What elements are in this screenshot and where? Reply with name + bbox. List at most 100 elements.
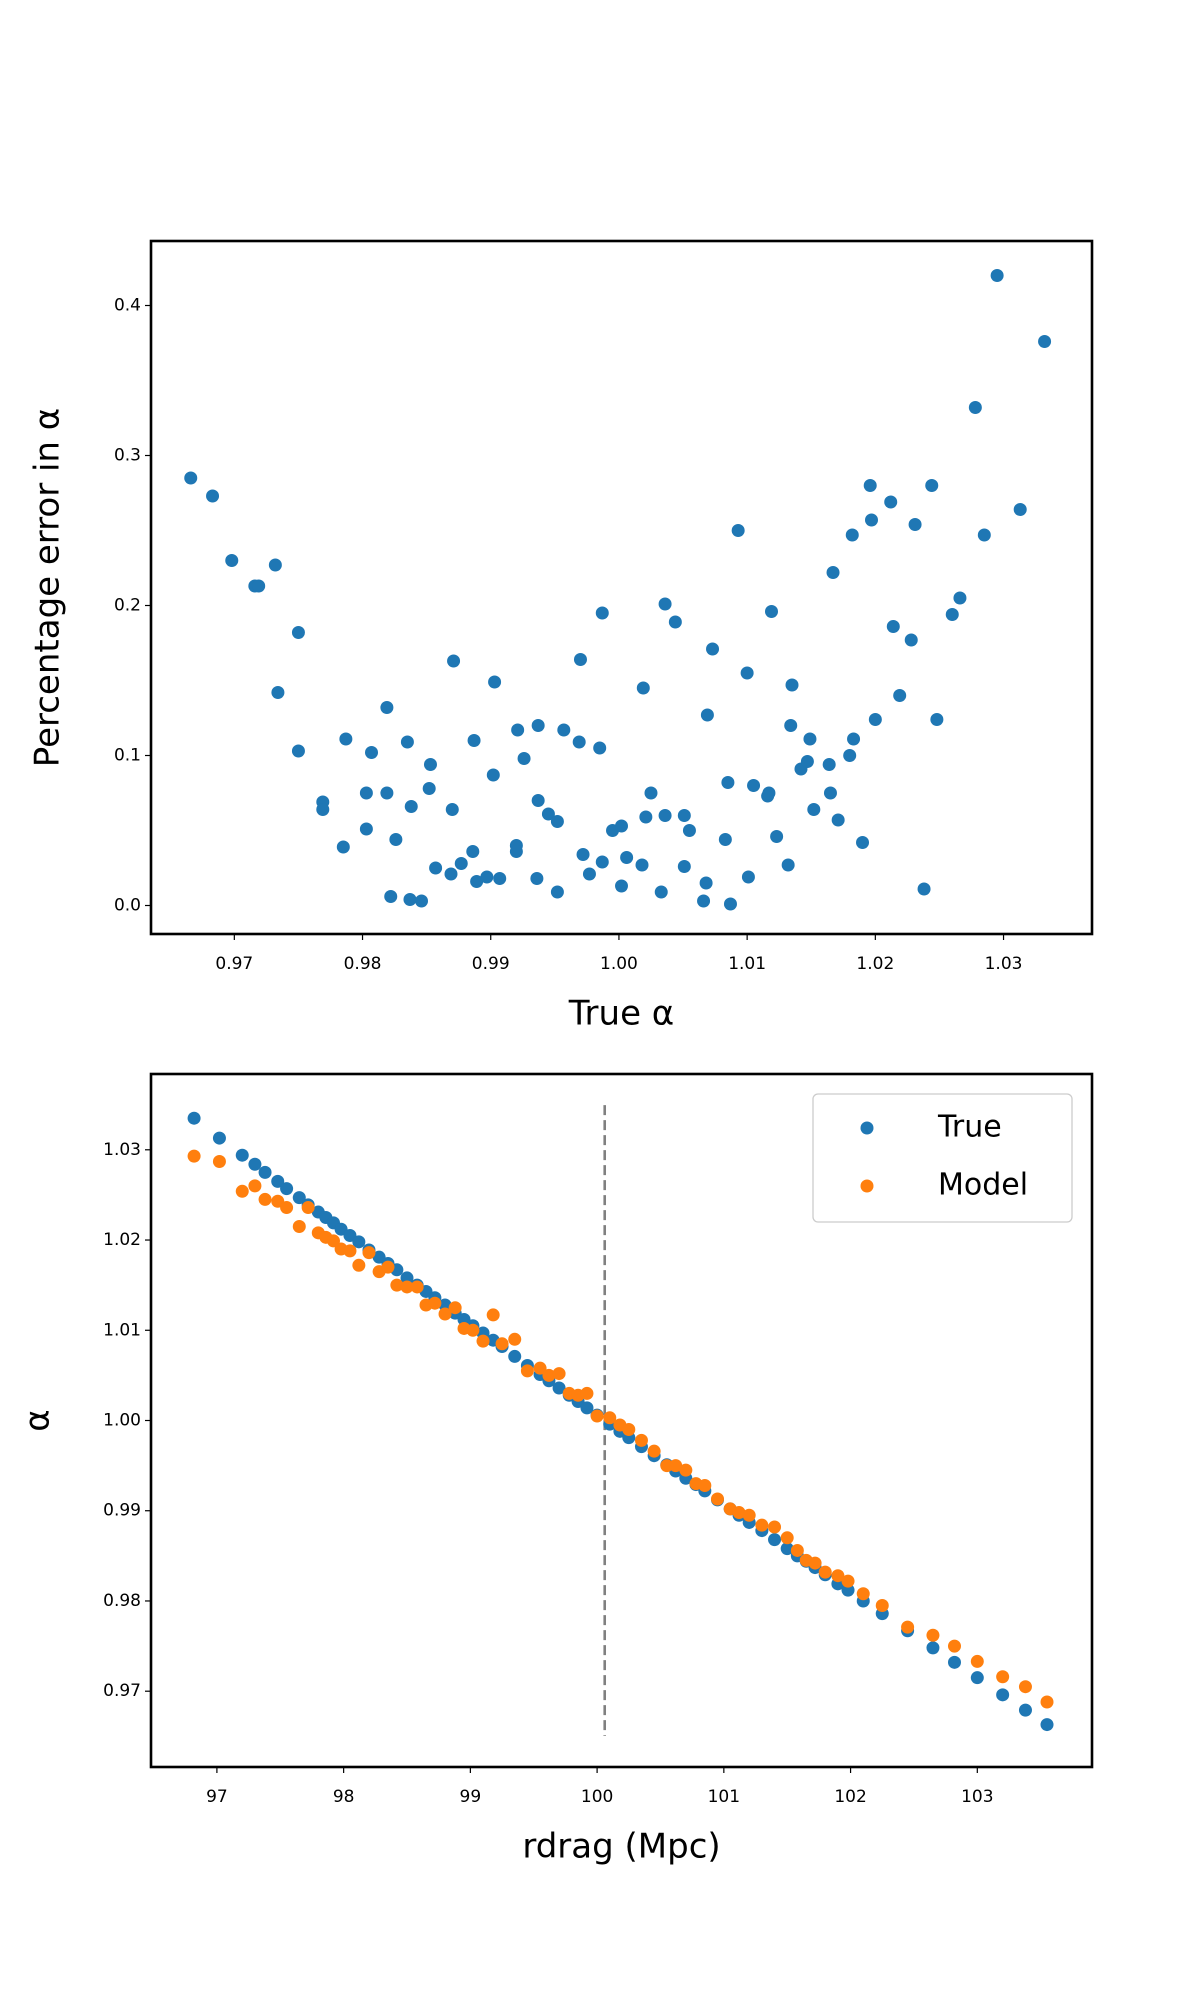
y-tick-label: 0.2 xyxy=(114,596,141,616)
point xyxy=(658,597,672,611)
point xyxy=(576,848,590,861)
point xyxy=(706,642,720,656)
point xyxy=(926,1641,940,1655)
point xyxy=(926,1628,940,1642)
point xyxy=(573,653,587,666)
y-tick-label: 0.3 xyxy=(114,446,141,466)
y-tick-label: 1.01 xyxy=(103,1320,141,1340)
point xyxy=(533,1361,547,1375)
point xyxy=(268,558,282,572)
point xyxy=(841,1574,855,1588)
point xyxy=(654,885,668,899)
point xyxy=(390,1278,404,1292)
point xyxy=(917,882,931,896)
point xyxy=(271,1174,285,1188)
point xyxy=(580,1401,594,1415)
point xyxy=(381,1260,395,1274)
x-tick-label: 99 xyxy=(460,1787,482,1807)
point xyxy=(400,1271,414,1285)
point xyxy=(444,867,458,881)
y-tick-label: 0.98 xyxy=(103,1591,141,1611)
point xyxy=(572,735,586,749)
point xyxy=(423,758,437,771)
point xyxy=(677,860,691,873)
point xyxy=(466,845,480,858)
point xyxy=(252,579,266,593)
point xyxy=(466,1323,480,1337)
point xyxy=(520,1364,534,1378)
point xyxy=(901,1620,915,1634)
point xyxy=(996,1688,1010,1702)
y-tick-label: 0.0 xyxy=(114,896,141,916)
x-tick-label: 98 xyxy=(333,1787,355,1807)
point xyxy=(803,732,817,746)
legend-box xyxy=(812,1093,1073,1223)
point xyxy=(615,879,628,893)
point xyxy=(996,1670,1010,1684)
point xyxy=(280,1201,294,1215)
point xyxy=(741,870,755,884)
point xyxy=(531,719,545,732)
point xyxy=(410,1280,424,1294)
point xyxy=(843,749,857,762)
point xyxy=(258,1192,272,1206)
point xyxy=(486,768,500,782)
point xyxy=(831,813,845,827)
point xyxy=(699,876,713,890)
point xyxy=(658,809,672,822)
point xyxy=(448,1301,462,1315)
point xyxy=(1040,1695,1054,1709)
x-tick-label: 101 xyxy=(708,1787,740,1807)
point xyxy=(1018,1680,1032,1694)
point xyxy=(359,786,373,800)
point xyxy=(818,1565,832,1579)
x-tick-label: 0.98 xyxy=(344,954,382,974)
point xyxy=(212,1155,226,1169)
x-tick-label: 97 xyxy=(206,1787,228,1807)
point xyxy=(990,269,1004,282)
point xyxy=(470,875,484,888)
point xyxy=(826,566,840,579)
point xyxy=(755,1518,769,1532)
point xyxy=(904,633,918,647)
point xyxy=(731,524,745,537)
point xyxy=(893,689,907,702)
y-tick-label: 0.99 xyxy=(103,1501,141,1521)
point xyxy=(945,608,959,621)
x-tick-label: 1.00 xyxy=(600,954,638,974)
point xyxy=(930,713,944,726)
point xyxy=(403,893,417,906)
point xyxy=(550,815,564,828)
point xyxy=(467,734,481,747)
y-tick-label: 1.00 xyxy=(103,1411,141,1431)
point xyxy=(875,1598,889,1612)
point xyxy=(968,401,982,414)
point xyxy=(970,1671,984,1685)
x-tick-label: 103 xyxy=(961,1787,993,1807)
point xyxy=(807,803,821,816)
point xyxy=(669,1459,683,1473)
point xyxy=(864,513,878,527)
y-tick-label: 0.97 xyxy=(103,1681,141,1701)
point xyxy=(326,1234,340,1248)
point xyxy=(781,858,795,872)
point xyxy=(668,615,682,629)
x-tick-label: 0.99 xyxy=(472,954,510,974)
point xyxy=(768,1533,782,1547)
point xyxy=(438,1307,452,1321)
point xyxy=(868,713,882,726)
point xyxy=(184,471,198,485)
point xyxy=(248,1157,262,1171)
point xyxy=(822,758,836,771)
point xyxy=(740,666,754,680)
point xyxy=(486,1308,500,1322)
point xyxy=(301,1201,315,1215)
point xyxy=(509,845,523,858)
point xyxy=(682,824,696,837)
point xyxy=(747,779,761,792)
point xyxy=(552,1381,566,1395)
point xyxy=(292,1191,306,1205)
point xyxy=(698,1478,712,1492)
